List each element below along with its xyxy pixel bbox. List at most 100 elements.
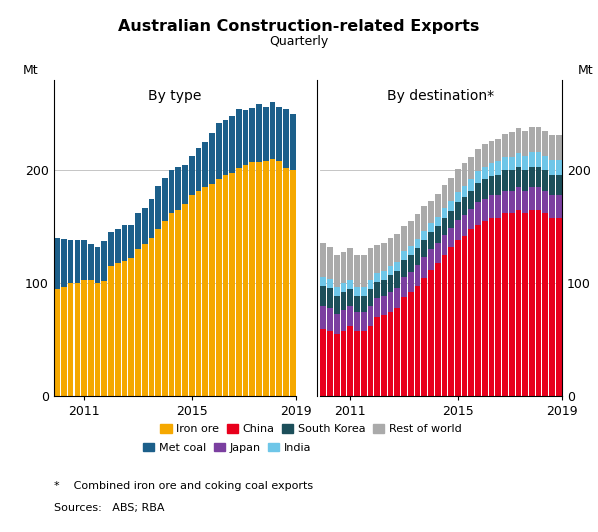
Bar xyxy=(395,288,400,308)
Bar xyxy=(542,170,548,190)
Bar xyxy=(327,288,333,308)
Bar xyxy=(509,213,514,396)
Bar xyxy=(75,284,80,396)
Text: Australian Construction-related Exports: Australian Construction-related Exports xyxy=(118,19,480,34)
Bar xyxy=(327,279,333,288)
Bar xyxy=(108,267,114,396)
Bar xyxy=(495,161,501,175)
Bar xyxy=(482,144,487,167)
Bar xyxy=(61,287,67,396)
Bar xyxy=(482,198,487,221)
Bar xyxy=(455,192,460,202)
Bar xyxy=(256,104,262,162)
Bar xyxy=(368,306,373,326)
Bar xyxy=(175,210,181,396)
Bar xyxy=(347,248,353,280)
Bar xyxy=(462,215,468,236)
Bar xyxy=(374,317,380,396)
Bar xyxy=(441,255,447,396)
Bar xyxy=(468,156,474,179)
Bar xyxy=(414,265,420,286)
Bar xyxy=(381,271,387,280)
Bar xyxy=(448,247,454,396)
Bar xyxy=(263,161,269,396)
Bar xyxy=(495,139,501,161)
Bar xyxy=(515,187,521,210)
Bar xyxy=(502,190,508,213)
Bar xyxy=(435,243,441,263)
Text: Sources:   ABS; RBA: Sources: ABS; RBA xyxy=(54,503,164,513)
Bar xyxy=(142,207,148,244)
Bar xyxy=(175,167,181,210)
Bar xyxy=(422,278,427,396)
Bar xyxy=(388,267,393,276)
Bar xyxy=(135,213,141,250)
Bar xyxy=(509,190,514,213)
Bar xyxy=(455,202,460,220)
Bar xyxy=(462,197,468,215)
Bar xyxy=(361,331,367,396)
Bar xyxy=(522,213,528,396)
Bar xyxy=(236,168,242,396)
Bar xyxy=(422,240,427,257)
Bar xyxy=(142,244,148,396)
Bar xyxy=(542,155,548,170)
Bar xyxy=(489,195,495,218)
Bar xyxy=(121,225,127,261)
Bar xyxy=(334,296,340,314)
Bar xyxy=(222,121,228,175)
Bar xyxy=(209,133,215,184)
Bar xyxy=(428,250,434,270)
Bar xyxy=(448,211,454,228)
Bar xyxy=(462,163,468,186)
Bar xyxy=(556,160,562,175)
Bar xyxy=(354,331,360,396)
Bar xyxy=(515,128,521,153)
Bar xyxy=(422,206,427,231)
Text: Mt: Mt xyxy=(578,64,594,77)
Bar xyxy=(482,179,487,198)
Bar xyxy=(341,311,346,331)
Bar xyxy=(549,135,555,160)
Bar xyxy=(428,201,434,223)
Bar xyxy=(354,312,360,331)
Bar xyxy=(401,226,407,251)
Bar xyxy=(435,263,441,396)
Bar xyxy=(347,326,353,396)
Bar xyxy=(368,289,373,306)
Bar xyxy=(249,108,255,162)
Bar xyxy=(529,152,535,167)
Bar xyxy=(115,229,121,263)
Bar xyxy=(368,326,373,396)
Bar xyxy=(489,163,495,176)
Bar xyxy=(448,228,454,247)
Bar xyxy=(408,272,414,293)
Bar xyxy=(448,201,454,211)
Bar xyxy=(388,293,393,312)
Bar xyxy=(88,280,94,396)
Bar xyxy=(327,308,333,331)
Bar xyxy=(388,276,393,293)
Bar xyxy=(361,312,367,331)
Bar xyxy=(374,282,380,298)
Bar xyxy=(347,289,353,306)
Bar xyxy=(182,164,188,204)
Bar xyxy=(401,251,407,260)
Bar xyxy=(276,161,282,396)
Bar xyxy=(489,218,495,396)
Bar xyxy=(502,134,508,157)
Bar xyxy=(68,240,74,284)
Bar xyxy=(276,107,282,161)
Bar xyxy=(290,170,295,396)
Bar xyxy=(495,195,501,218)
Bar xyxy=(283,109,289,168)
Bar xyxy=(196,190,202,396)
Bar xyxy=(435,194,441,217)
Bar xyxy=(395,271,400,288)
Bar xyxy=(169,170,175,213)
Bar xyxy=(115,263,121,396)
Bar xyxy=(381,296,387,315)
Bar xyxy=(428,270,434,396)
Bar xyxy=(455,169,460,192)
Bar xyxy=(556,195,562,218)
